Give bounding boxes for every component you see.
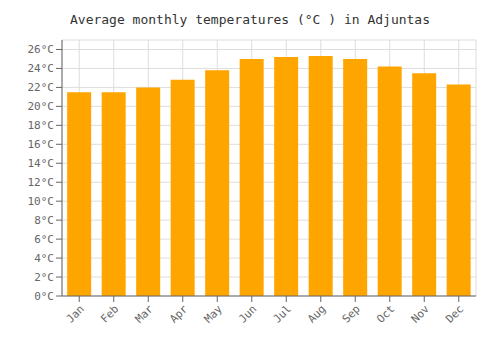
- svg-text:0°C: 0°C: [34, 290, 54, 303]
- svg-text:2°C: 2°C: [34, 271, 54, 284]
- svg-text:16°C: 16°C: [28, 138, 55, 151]
- svg-text:10°C: 10°C: [28, 195, 55, 208]
- svg-text:24°C: 24°C: [28, 62, 55, 75]
- svg-text:Sep: Sep: [340, 302, 363, 325]
- svg-text:20°C: 20°C: [28, 100, 55, 113]
- svg-text:May: May: [202, 302, 226, 326]
- svg-text:18°C: 18°C: [28, 119, 55, 132]
- svg-text:Feb: Feb: [98, 302, 121, 325]
- svg-text:4°C: 4°C: [34, 252, 54, 265]
- svg-text:Jan: Jan: [64, 302, 87, 325]
- svg-text:6°C: 6°C: [34, 233, 54, 246]
- svg-text:Mar: Mar: [133, 302, 157, 326]
- svg-text:14°C: 14°C: [28, 157, 55, 170]
- svg-text:Dec: Dec: [443, 302, 466, 325]
- svg-text:26°C: 26°C: [28, 43, 55, 56]
- svg-text:8°C: 8°C: [34, 214, 54, 227]
- svg-text:Nov: Nov: [409, 302, 433, 326]
- svg-text:12°C: 12°C: [28, 176, 55, 189]
- html-text:Average monthly temperatures (: Average monthly temperatures (°C ) in Ad…: [70, 12, 430, 27]
- svg-text:22°C: 22°C: [28, 81, 55, 94]
- svg-text:Jul: Jul: [271, 302, 294, 325]
- svg-text:Aug: Aug: [305, 302, 328, 325]
- svg-text:Jun: Jun: [236, 302, 259, 325]
- svg-text:Apr: Apr: [167, 302, 191, 326]
- svg-text:Oct: Oct: [374, 302, 397, 325]
